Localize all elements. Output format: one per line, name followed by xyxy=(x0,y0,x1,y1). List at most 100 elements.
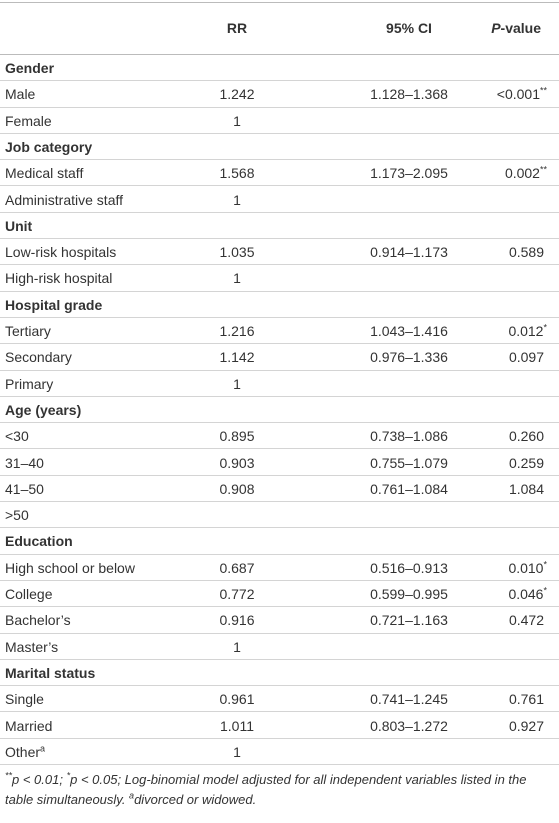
p-value: 0.260 xyxy=(509,423,544,449)
ci-value: 0.914–1.173 xyxy=(370,244,448,261)
label-text: Tertiary xyxy=(5,323,51,339)
p-value: 0.259 xyxy=(509,450,544,476)
ci-value: 1.043–1.416 xyxy=(370,323,448,339)
rr-value: 1 xyxy=(233,743,241,760)
row-label: Primary xyxy=(5,371,53,397)
section-title: Gender xyxy=(5,60,55,76)
label-text: Single xyxy=(5,691,44,708)
p-text: 1.084 xyxy=(508,480,544,497)
p-value: 0.589 xyxy=(509,239,544,265)
p-mark: * xyxy=(543,585,547,596)
table-row: Male 1.242 1.128–1.368 <0.001** xyxy=(0,81,559,108)
footnote-part: * xyxy=(66,770,71,781)
footnote-part: p < 0.01; xyxy=(12,772,67,787)
label-text: Bachelor’s xyxy=(5,612,71,629)
label-text: >50 xyxy=(5,507,29,524)
p-mark: ** xyxy=(539,164,547,175)
p-value: 0.761 xyxy=(509,686,544,712)
rr-value: 0.903 xyxy=(219,454,255,471)
table-row: Primary 1 xyxy=(0,371,559,397)
ci-value: 1.173–2.095 xyxy=(370,165,448,182)
p-value: 0.002** xyxy=(505,160,547,186)
row-label: Single xyxy=(5,686,44,712)
ci-value: 0.721–1.163 xyxy=(370,612,448,629)
section-title: Hospital grade xyxy=(5,296,103,313)
header-p: P-value xyxy=(491,3,541,54)
rr-value: 1 xyxy=(233,638,241,655)
section-row: Job category xyxy=(0,134,559,161)
section-title: Job category xyxy=(5,138,93,155)
table-row: Administrative staff 1 xyxy=(0,187,559,213)
label-text: Female xyxy=(5,112,52,129)
table-row: Married 1.011 0.803–1.272 0.927 xyxy=(0,713,559,739)
row-label: <30 xyxy=(5,423,29,449)
header-p-suffix: -value xyxy=(500,20,541,36)
label-text: Administrative staff xyxy=(5,191,124,208)
header-ci: 95% CI xyxy=(386,20,432,36)
table-row: High-risk hospital 1 xyxy=(0,265,559,292)
table-row: Female 1 xyxy=(0,108,559,134)
p-text: <0.001 xyxy=(496,86,540,103)
rr-value: 1 xyxy=(233,270,241,287)
rr-value: 1.216 xyxy=(219,323,255,339)
ci-value: 0.599–0.995 xyxy=(370,586,448,602)
section-row: Education xyxy=(0,528,559,555)
section-row: Unit xyxy=(0,213,559,240)
ci-value: 0.803–1.272 xyxy=(370,717,448,734)
table-row: <30 0.895 0.738–1.086 0.260 xyxy=(0,423,559,450)
footnote-part: ** xyxy=(5,770,13,781)
footnote: **p < 0.01; *p < 0.05; Log-binomial mode… xyxy=(5,770,550,810)
table-row: 31–40 0.903 0.755–1.079 0.259 xyxy=(0,450,559,476)
table-row: Low-risk hospitals 1.035 0.914–1.173 0.589 xyxy=(0,239,559,266)
table-row: Bachelor’s 0.916 0.721–1.163 0.472 xyxy=(0,607,559,634)
rr-value: 1.568 xyxy=(219,165,255,182)
label-text: College xyxy=(5,586,53,602)
p-mark: * xyxy=(543,559,547,570)
rr-value: 0.908 xyxy=(219,480,255,497)
header-p-label: P xyxy=(491,20,501,36)
label-mark: a xyxy=(40,743,46,754)
p-value: 0.472 xyxy=(509,607,544,633)
label-text: Low-risk hospitals xyxy=(5,244,117,261)
row-label: Master’s xyxy=(5,634,58,660)
p-mark: * xyxy=(543,322,547,333)
label-text: Medical staff xyxy=(5,165,84,182)
table-row: College 0.772 0.599–0.995 0.046* xyxy=(0,581,559,608)
p-text: 0.046 xyxy=(508,586,544,602)
table-row: High school or below 0.687 0.516–0.913 0.01… xyxy=(0,555,559,581)
rr-value: 0.895 xyxy=(219,428,255,445)
rr-value: 1 xyxy=(233,191,241,208)
section-row: Gender xyxy=(0,55,559,82)
ci-value: 0.738–1.086 xyxy=(370,428,448,445)
row-label: Male xyxy=(5,81,35,107)
row-label: 41–50 xyxy=(5,476,44,502)
p-value: 0.097 xyxy=(509,344,544,370)
p-text: 0.589 xyxy=(508,244,544,261)
header-row: RR 95% CI P-value xyxy=(0,2,559,55)
row-label: Medical staff xyxy=(5,160,83,186)
p-value: 1.084 xyxy=(509,476,544,502)
table-row: Single 0.961 0.741–1.245 0.761 xyxy=(0,686,559,713)
p-value: 0.046* xyxy=(508,581,547,607)
rr-value: 0.772 xyxy=(219,586,255,602)
label-text: 41–50 xyxy=(5,480,44,497)
p-text: 0.259 xyxy=(508,454,544,471)
row-label: Secondary xyxy=(5,344,72,370)
footnote-part: divorced or widowed. xyxy=(134,792,257,807)
row-label: Bachelor’s xyxy=(5,607,71,633)
section-row: Hospital grade xyxy=(0,292,559,318)
ci-value: 0.741–1.245 xyxy=(370,691,448,708)
rr-value: 0.687 xyxy=(219,559,255,576)
p-text: 0.012 xyxy=(508,323,544,339)
p-text: 0.097 xyxy=(508,349,544,366)
ci-value: 0.761–1.084 xyxy=(370,480,448,497)
row-label: Female xyxy=(5,108,52,134)
label-text: High-risk hospital xyxy=(5,270,113,287)
section-row: Age (years) xyxy=(0,397,559,424)
p-text: 0.761 xyxy=(508,691,544,708)
row-label: College xyxy=(5,581,52,607)
table-row: Tertiary 1.216 1.043–1.416 0.012* xyxy=(0,318,559,345)
row-label: Tertiary xyxy=(5,318,51,344)
section-row: Marital status xyxy=(0,660,559,687)
ci-value: 0.516–0.913 xyxy=(370,559,448,576)
